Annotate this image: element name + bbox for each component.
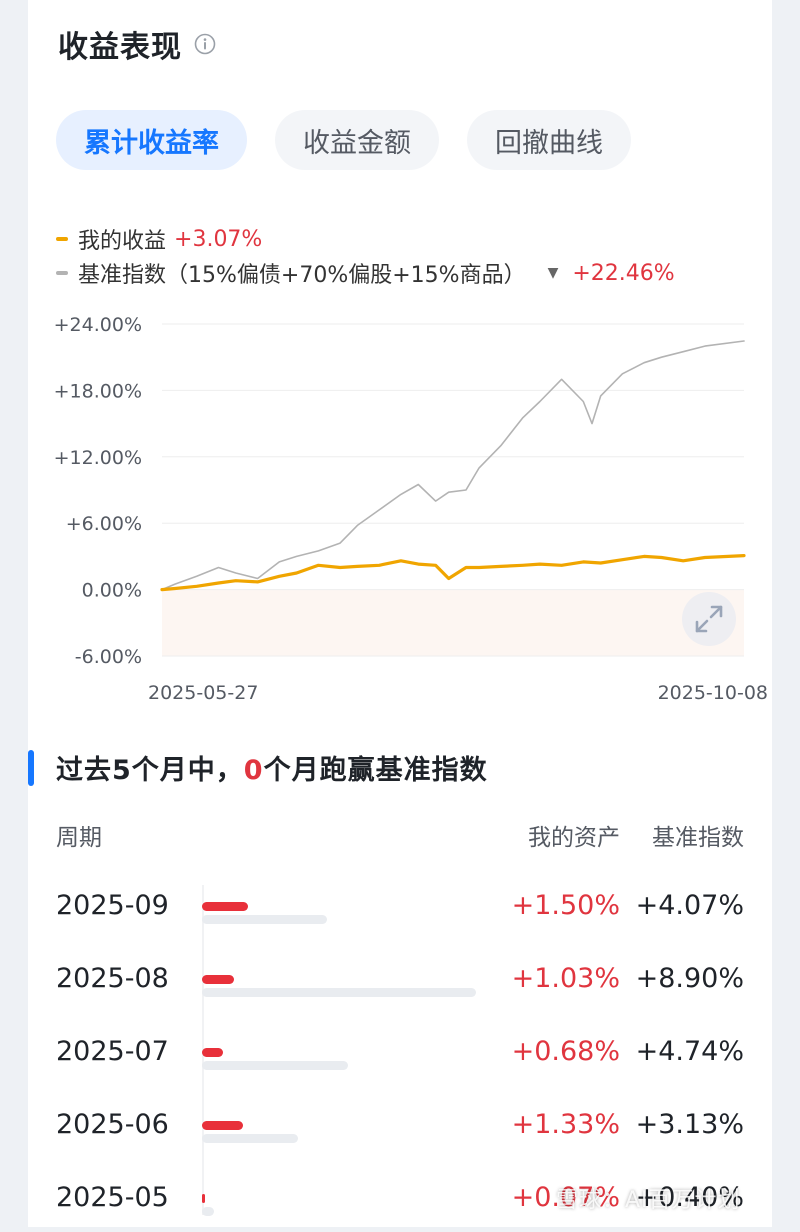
expand-icon (695, 605, 723, 633)
legend-mine: 我的收益 +3.07% (56, 222, 675, 256)
y-tick-label: 0.00% (82, 580, 142, 602)
section-title-suffix: 个月跑赢基准指数 (263, 755, 488, 786)
legend-swatch-mine (56, 237, 68, 241)
tab-cumulative-return[interactable]: 累计收益率 (56, 110, 247, 170)
bar-benchmark (202, 1061, 348, 1070)
bar-benchmark (202, 915, 328, 924)
bar-benchmark (202, 988, 476, 997)
info-icon[interactable] (194, 33, 216, 55)
row-value-benchmark: +0.40% (635, 1182, 744, 1213)
x-tick-label: 2025-05-27 (148, 682, 258, 704)
y-tick-label: +6.00% (66, 513, 142, 535)
row-value-benchmark: +8.90% (635, 963, 744, 994)
legend-value-benchmark: +22.46% (572, 260, 675, 286)
bar-benchmark (202, 1207, 215, 1216)
watermark: 雪球：AI百万计划 (556, 1188, 741, 1213)
x-tick-label: 2025-10-08 (658, 682, 768, 704)
chart-tabs: 累计收益率 收益金额 回撤曲线 (56, 110, 631, 170)
table-row: 2025-09 +1.50% +4.07% (28, 880, 772, 940)
legend-swatch-benchmark (56, 271, 68, 275)
tab-return-amount[interactable]: 收益金额 (275, 110, 439, 170)
page-title: 收益表现 (58, 30, 182, 65)
section-title: 过去5个月中，0个月跑赢基准指数 (56, 748, 488, 787)
row-value-benchmark: +3.13% (635, 1109, 744, 1140)
card-header: 收益表现 (58, 22, 216, 66)
row-value-mine: +1.50% (511, 890, 620, 921)
bar-mine (202, 1121, 243, 1130)
legend-label-mine: 我的收益 (78, 229, 167, 254)
row-period: 2025-06 (56, 1109, 169, 1140)
row-value-mine: +1.03% (511, 963, 620, 994)
row-value-mine: +0.07% (511, 1182, 620, 1213)
chart-legend: 我的收益 +3.07% 基准指数（15%偏债+70%偏股+15%商品） ▼ +2… (56, 222, 675, 290)
bar-mine (202, 975, 234, 984)
chevron-down-icon[interactable]: ▼ (547, 265, 559, 281)
row-period: 2025-08 (56, 963, 169, 994)
bar-mine (202, 1194, 205, 1203)
table-row: 2025-05 +0.07% +0.40% (28, 1172, 772, 1232)
y-tick-label: +24.00% (54, 314, 142, 336)
negative-area (162, 589, 744, 656)
section-accent-bar (28, 750, 34, 786)
legend-value-mine: +3.07% (174, 226, 263, 252)
column-header-mine: 我的资产 (528, 825, 620, 851)
tab-drawdown-curve[interactable]: 回撤曲线 (467, 110, 631, 170)
section-title-prefix: 过去5个月中， (56, 755, 244, 786)
row-period: 2025-05 (56, 1182, 169, 1213)
bar-mine (202, 1048, 223, 1057)
legend-benchmark[interactable]: 基准指数（15%偏债+70%偏股+15%商品） ▼ +22.46% (56, 256, 675, 290)
table-row: 2025-07 +0.68% +4.74% (28, 1026, 772, 1086)
bar-mine (202, 902, 249, 911)
column-header-benchmark: 基准指数 (652, 825, 744, 851)
series-line-mine (160, 554, 746, 592)
returns-card: 收益表现 累计收益率 收益金额 回撤曲线 我的收益 +3.07% 基准指数（15… (28, 0, 772, 1227)
legend-label-benchmark: 基准指数（15%偏债+70%偏股+15%商品） (78, 263, 526, 288)
row-value-benchmark: +4.74% (635, 1036, 744, 1067)
column-header-period: 周期 (56, 825, 102, 851)
table-row: 2025-06 +1.33% +3.13% (28, 1099, 772, 1159)
y-tick-label: +18.00% (54, 380, 142, 402)
section-win-count: 0 (243, 755, 264, 786)
row-period: 2025-07 (56, 1036, 169, 1067)
row-value-mine: +1.33% (511, 1109, 620, 1140)
row-value-mine: +0.68% (511, 1036, 620, 1067)
y-tick-label: -6.00% (75, 646, 142, 668)
expand-chart-button[interactable] (682, 592, 736, 646)
series-line-benchmark (161, 340, 745, 591)
table-row: 2025-08 +1.03% +8.90% (28, 953, 772, 1013)
row-value-benchmark: +4.07% (635, 890, 744, 921)
y-tick-label: +12.00% (54, 447, 142, 469)
bar-benchmark (202, 1134, 299, 1143)
row-period: 2025-09 (56, 890, 169, 921)
cumulative-return-chart: +24.00% +18.00% +12.00% +6.00% 0.00% -6.00% 20… (54, 314, 768, 704)
